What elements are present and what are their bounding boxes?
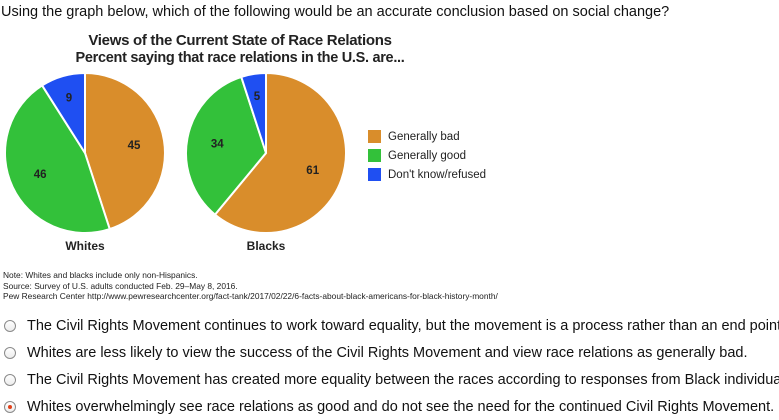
- legend-swatch-generally-bad: [368, 130, 381, 143]
- pie-slice-whites-1: [4, 84, 111, 234]
- legend-item-dont-know: Don't know/refused: [368, 165, 486, 184]
- legend-item-generally-bad: Generally bad: [368, 127, 486, 146]
- chart-source: Source: Survey of U.S. adults conducted …: [3, 280, 238, 291]
- radio-button[interactable]: [4, 320, 16, 332]
- chart-title: Views of the Current State of Race Relat…: [88, 32, 392, 49]
- pie-data-label: 34: [211, 139, 224, 151]
- pie-slice-whites-2: [40, 71, 86, 157]
- chart-url: Pew Research Center http://www.pewresear…: [3, 291, 498, 301]
- chart-legend: Generally bad Generally good Don't know/…: [368, 127, 486, 184]
- pie-charts: 45 46 9 61 34 5: [4, 71, 347, 234]
- pie-data-label: 45: [128, 140, 141, 152]
- pie-slice-blacks-1: [185, 75, 268, 217]
- answer-option-text[interactable]: Whites overwhelmingly see race relations…: [27, 399, 775, 415]
- pie-data-label: 61: [306, 165, 319, 177]
- chart-note: Note: Whites and blacks include only non…: [3, 270, 198, 280]
- answer-option-text[interactable]: The Civil Rights Movement has created mo…: [27, 372, 779, 388]
- pie-slice-blacks-0: [213, 71, 347, 234]
- radio-button-selected[interactable]: [4, 401, 16, 413]
- legend-label: Generally good: [388, 149, 466, 162]
- radio-button[interactable]: [4, 374, 16, 386]
- legend-label: Generally bad: [388, 130, 460, 143]
- chart-subtitle: Percent saying that race relations in th…: [75, 50, 405, 66]
- answer-option-text[interactable]: Whites are less likely to view the succe…: [27, 345, 748, 361]
- pie-data-label: 5: [254, 91, 261, 103]
- legend-swatch-dont-know: [368, 168, 381, 181]
- chart-notes: Note: Whites and blacks include only non…: [3, 270, 498, 302]
- pie-slice-blacks-2: [240, 71, 267, 154]
- legend-label: Don't know/refused: [388, 168, 487, 181]
- radio-button[interactable]: [4, 347, 16, 359]
- pie-slice-whites-0: [84, 71, 166, 231]
- pie-data-label: 46: [34, 169, 47, 181]
- legend-item-generally-good: Generally good: [368, 146, 486, 165]
- pie-title-whites: Whites: [65, 239, 105, 253]
- question-text: Using the graph below, which of the foll…: [1, 4, 670, 20]
- pie-title-blacks: Blacks: [246, 239, 286, 253]
- answer-option-text[interactable]: The Civil Rights Movement continues to w…: [27, 318, 779, 334]
- pie-data-label: 9: [66, 93, 72, 105]
- legend-swatch-generally-good: [368, 149, 381, 162]
